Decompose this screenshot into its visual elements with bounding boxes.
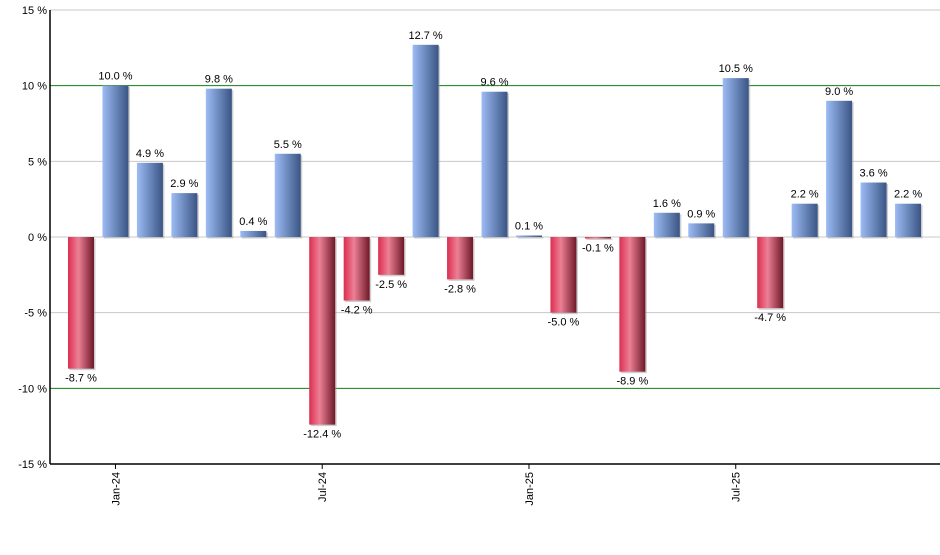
data-label: 2.2 % <box>791 189 819 201</box>
data-label: 5.5 % <box>274 139 302 151</box>
data-label: 1.6 % <box>653 198 681 210</box>
axes: 15 % 10 % 5 % 0 % -5 % -10 % -15 % Jan-24 Jul-24… <box>18 5 940 506</box>
y-tick-label: -5 % <box>24 308 47 320</box>
bar <box>895 203 922 237</box>
bar-shadow <box>517 236 544 239</box>
data-labels: -8.7 % 10.0 % 4.9 % 2.9 % 9.8 % 0.4 % 5.5 % -12… <box>65 30 922 441</box>
data-label: 0.1 % <box>515 220 543 232</box>
y-tick-label: -15 % <box>18 459 47 471</box>
bar <box>826 100 853 237</box>
bar-shadow <box>586 238 613 241</box>
data-label: -2.8 % <box>444 283 476 295</box>
bars <box>68 44 923 427</box>
data-label: 10.5 % <box>719 63 753 75</box>
bar <box>860 182 887 237</box>
data-label: -12.4 % <box>303 429 341 441</box>
bar <box>240 230 267 237</box>
bar <box>688 223 715 237</box>
y-tick-label: 5 % <box>28 156 47 168</box>
bar <box>343 237 370 301</box>
bar <box>136 162 163 237</box>
data-label: -8.7 % <box>65 373 97 385</box>
data-label: 2.2 % <box>894 189 922 201</box>
bar <box>550 237 577 313</box>
data-label: -8.9 % <box>616 376 648 388</box>
bar <box>378 237 405 275</box>
y-tick-label: 10 % <box>22 81 47 93</box>
data-label: 0.9 % <box>687 208 715 220</box>
data-label: 12.7 % <box>408 30 442 42</box>
bar <box>653 212 680 237</box>
bar <box>481 91 508 237</box>
x-tick-label: Jul-25 <box>731 472 743 502</box>
data-label: -5.0 % <box>548 317 580 329</box>
bar <box>309 237 336 425</box>
bar <box>584 237 611 239</box>
data-label: -4.2 % <box>341 305 373 317</box>
bar <box>102 85 129 238</box>
bar <box>757 237 784 309</box>
y-tick-label: 15 % <box>22 5 47 17</box>
bar <box>171 193 198 237</box>
bar <box>205 88 232 238</box>
bar <box>619 237 646 372</box>
data-label: 9.8 % <box>205 74 233 86</box>
x-tick-label: Jul-24 <box>317 472 329 502</box>
y-tick-label: 0 % <box>28 232 47 244</box>
data-label: -4.7 % <box>754 312 786 324</box>
data-label: 2.9 % <box>170 178 198 190</box>
bar <box>274 153 301 237</box>
y-tick-label: -10 % <box>18 383 47 395</box>
data-label: -0.1 % <box>582 243 614 255</box>
data-label: 10.0 % <box>98 71 132 83</box>
bar <box>515 235 542 237</box>
bar <box>412 44 439 237</box>
data-label: 9.0 % <box>825 86 853 98</box>
data-label: 3.6 % <box>860 168 888 180</box>
x-tick-label: Jan-24 <box>110 472 122 506</box>
bar <box>722 78 749 237</box>
data-label: 4.9 % <box>136 148 164 160</box>
data-label: -2.5 % <box>375 279 407 291</box>
x-tick-label: Jan-25 <box>524 472 536 506</box>
bar <box>791 203 818 237</box>
data-label: 0.4 % <box>239 216 267 228</box>
bar <box>447 237 474 280</box>
bar <box>68 237 94 369</box>
data-label: 9.6 % <box>480 77 508 89</box>
